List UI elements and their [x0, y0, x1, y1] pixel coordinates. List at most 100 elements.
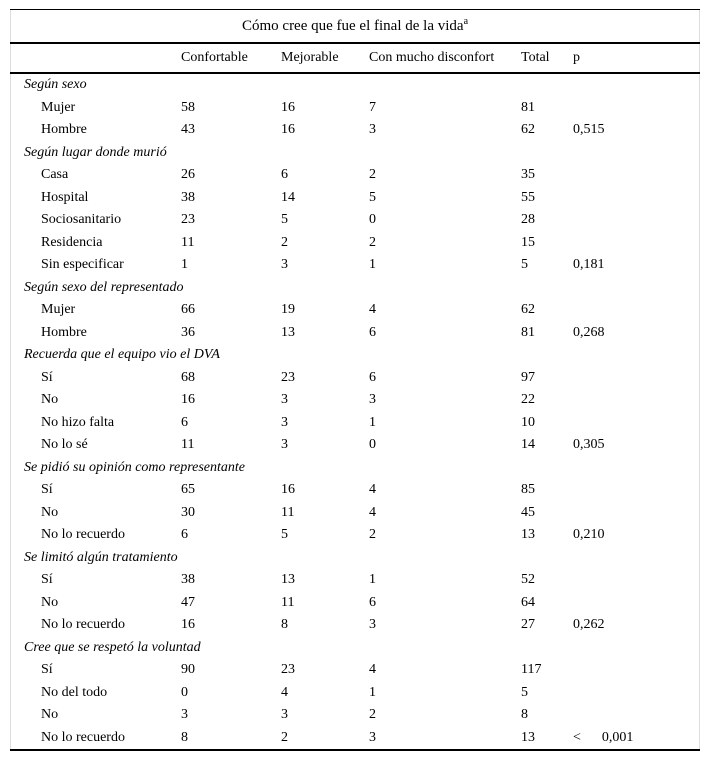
row-label: No	[41, 504, 59, 520]
row-label: Sí	[41, 482, 53, 498]
cell-confortable: 11	[181, 437, 195, 453]
row-label: Mujer	[41, 302, 76, 318]
cell-mejorable: 11	[281, 504, 295, 520]
cell-mejorable: 3	[281, 437, 288, 453]
cell-confortable: 65	[181, 482, 195, 498]
cell-disconfort: 6	[369, 594, 376, 610]
cell-confortable: 47	[181, 594, 195, 610]
row-label: No	[41, 392, 59, 408]
cell-total: 13	[521, 527, 535, 543]
cell-disconfort: 4	[369, 482, 376, 498]
cell-disconfort: 2	[369, 707, 376, 723]
cell-mejorable: 14	[281, 189, 295, 205]
cell-disconfort: 2	[369, 234, 376, 250]
row-label: No lo recuerdo	[41, 527, 125, 543]
column-header-mejorable: Mejorable	[281, 50, 339, 65]
table-row: No hizo falta 6 3 1 10	[11, 412, 699, 435]
table-row: No 16 3 3 22	[11, 389, 699, 412]
table-row: No lo sé 11 3 0 14 0,305	[11, 434, 699, 457]
cell-disconfort: 1	[369, 572, 376, 588]
cell-confortable: 26	[181, 167, 195, 183]
table-row: Hombre 43 16 3 62 0,515	[11, 119, 699, 142]
cell-total: 35	[521, 167, 535, 183]
cell-p: 0,181	[573, 257, 605, 273]
cell-disconfort: 1	[369, 414, 376, 430]
cell-total: 10	[521, 414, 535, 430]
cell-total: 13	[521, 729, 535, 745]
cell-mejorable: 2	[281, 234, 288, 250]
section-header-row: Recuerda que el equipo vio el DVA	[24, 347, 220, 363]
table-title-footnote-marker: a	[463, 15, 469, 27]
cell-disconfort: 0	[369, 212, 376, 228]
cell-disconfort: 3	[369, 729, 376, 745]
cell-mejorable: 11	[281, 594, 295, 610]
cell-total: 85	[521, 482, 535, 498]
cell-confortable: 3	[181, 707, 188, 723]
cell-total: 64	[521, 594, 535, 610]
cell-mejorable: 2	[281, 729, 288, 745]
cell-total: 5	[521, 684, 528, 700]
cell-p: < 0,001	[573, 729, 634, 745]
cell-total: 62	[521, 302, 535, 318]
cell-mejorable: 23	[281, 662, 295, 678]
table-row: Casa 26 6 2 35	[11, 164, 699, 187]
cell-mejorable: 3	[281, 414, 288, 430]
section-header-row: Se limitó algún tratamiento	[24, 549, 178, 565]
cell-confortable: 0	[181, 684, 188, 700]
cell-mejorable: 8	[281, 617, 288, 633]
cell-disconfort: 3	[369, 617, 376, 633]
column-header-p: p	[573, 50, 580, 65]
row-label: Casa	[41, 167, 69, 183]
cell-mejorable: 3	[281, 257, 288, 273]
cell-total: 97	[521, 369, 535, 385]
cell-p: 0,305	[573, 437, 605, 453]
cell-confortable: 38	[181, 572, 195, 588]
cell-total: 27	[521, 617, 535, 633]
cell-confortable: 1	[181, 257, 188, 273]
row-label: No lo recuerdo	[41, 617, 125, 633]
table-title: Cómo cree que fue el final de la vidaa	[241, 15, 469, 34]
table-row: Sí 90 23 4 117	[11, 659, 699, 682]
cell-disconfort: 4	[369, 504, 376, 520]
cell-disconfort: 1	[369, 257, 376, 273]
cell-confortable: 43	[181, 122, 195, 138]
cell-confortable: 6	[181, 414, 188, 430]
row-label: Residencia	[41, 234, 103, 250]
cell-confortable: 16	[181, 617, 195, 633]
cell-total: 15	[521, 234, 535, 250]
cell-disconfort: 6	[369, 369, 376, 385]
table-row: Sí 38 13 1 52	[11, 569, 699, 592]
table-row: No lo recuerdo 6 5 2 13 0,210	[11, 524, 699, 547]
table-row: Hombre 36 13 6 81 0,268	[11, 322, 699, 345]
row-label: No	[41, 707, 59, 723]
row-label: Sí	[41, 369, 53, 385]
table-row: Mujer 58 16 7 81	[11, 97, 699, 120]
cell-confortable: 36	[181, 324, 195, 340]
cell-total: 8	[521, 707, 528, 723]
table-row: Sin especificar 1 3 1 5 0,181	[11, 254, 699, 277]
cell-total: 81	[521, 324, 535, 340]
cell-mejorable: 16	[281, 122, 295, 138]
table-row: No lo recuerdo 16 8 3 27 0,262	[11, 614, 699, 637]
cell-p: 0,515	[573, 122, 605, 138]
cell-disconfort: 1	[369, 684, 376, 700]
section-header-row: Según sexo	[24, 77, 87, 93]
cell-mejorable: 6	[281, 167, 288, 183]
table-row: Residencia 11 2 2 15	[11, 232, 699, 255]
table-row: Sí 65 16 4 85	[11, 479, 699, 502]
cell-disconfort: 3	[369, 122, 376, 138]
table-row: Hospital 38 14 5 55	[11, 187, 699, 210]
cell-p: 0,268	[573, 324, 605, 340]
cell-disconfort: 6	[369, 324, 376, 340]
cell-confortable: 38	[181, 189, 195, 205]
table-title-row: Cómo cree que fue el final de la vidaa	[11, 10, 699, 42]
cell-confortable: 8	[181, 729, 188, 745]
table-top-rule	[10, 9, 700, 10]
cell-disconfort: 5	[369, 189, 376, 205]
cell-mejorable: 5	[281, 212, 288, 228]
table-row: No del todo 0 4 1 5	[11, 682, 699, 705]
cell-p: 0,210	[573, 527, 605, 543]
table-row: No lo recuerdo 8 2 3 13 < 0,001	[11, 727, 699, 750]
cell-total: 62	[521, 122, 535, 138]
